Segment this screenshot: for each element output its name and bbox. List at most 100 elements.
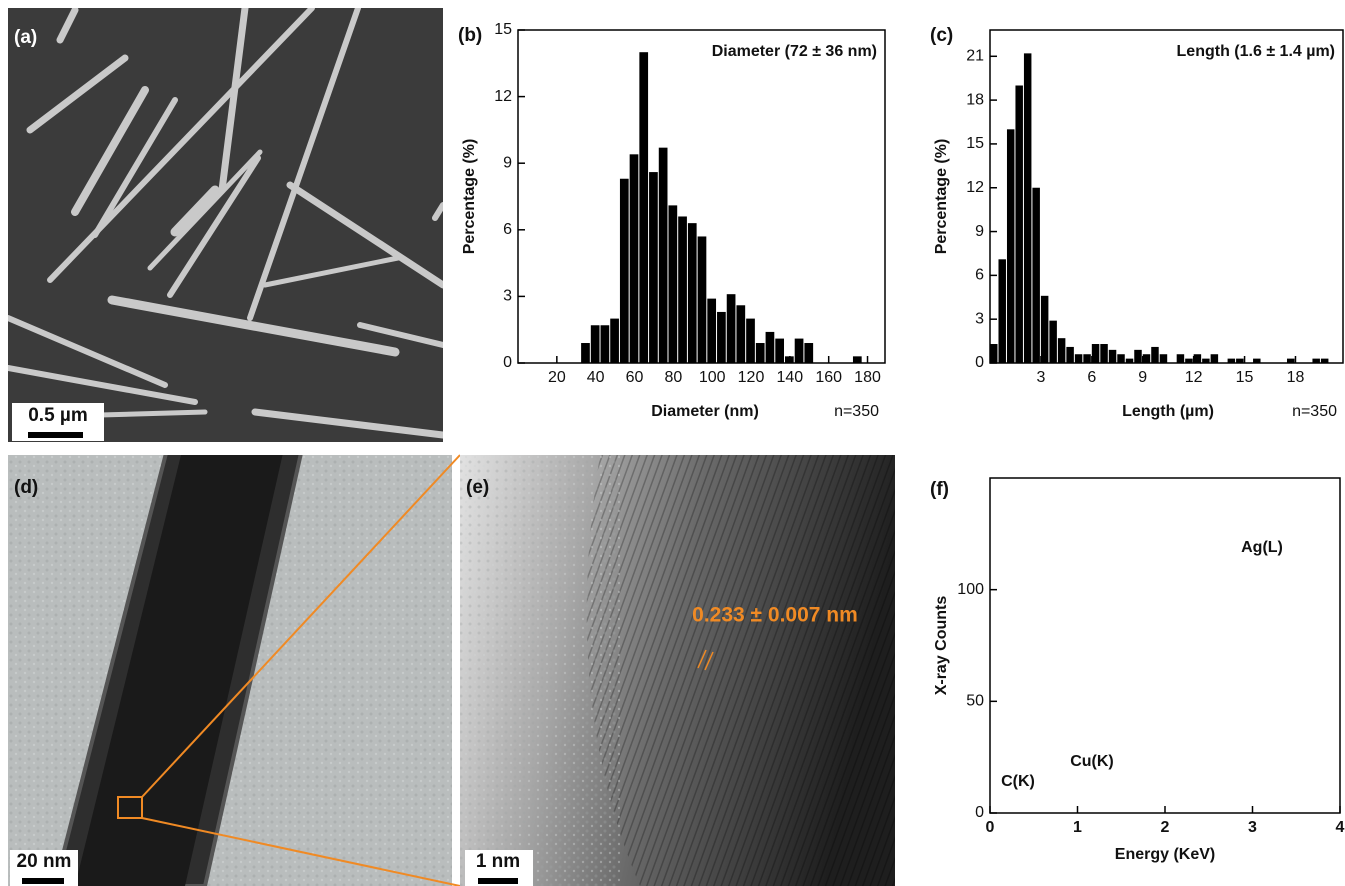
- bar: [1185, 359, 1192, 363]
- x-axis-label: Energy (KeV): [1115, 846, 1215, 863]
- plot-frame: [990, 478, 1340, 813]
- bar: [1117, 354, 1124, 363]
- x-tick-label: 180: [854, 369, 881, 386]
- bar: [775, 339, 784, 363]
- peak-label: Ag(L): [1241, 539, 1283, 556]
- bar: [727, 294, 736, 363]
- y-tick-label: 18: [966, 91, 984, 108]
- x-tick-label: 12: [1185, 369, 1203, 386]
- bar: [1211, 354, 1218, 363]
- y-tick-label: 6: [503, 221, 512, 238]
- peak-label: Cu(K): [1070, 753, 1114, 770]
- x-tick-label: 60: [626, 369, 644, 386]
- bar: [1041, 296, 1048, 363]
- bar: [591, 325, 600, 363]
- y-tick-label: 9: [503, 154, 512, 171]
- y-tick-label: 12: [494, 88, 512, 105]
- panel-label: (f): [930, 479, 949, 500]
- bar: [804, 343, 813, 363]
- y-tick-label: 6: [975, 267, 984, 284]
- y-tick-label: 15: [494, 21, 512, 38]
- x-tick-label: 3: [1248, 819, 1257, 836]
- bar: [1109, 350, 1116, 363]
- bar: [1287, 359, 1294, 363]
- bar: [1024, 53, 1031, 363]
- x-tick-label: 20: [548, 369, 566, 386]
- bar: [1015, 86, 1022, 364]
- scale-bar-label: 20 nm: [17, 851, 72, 872]
- x-tick-label: 80: [664, 369, 682, 386]
- bar: [1202, 359, 1209, 363]
- x-tick-label: 3: [1036, 369, 1045, 386]
- bar: [601, 325, 610, 363]
- x-tick-label: 4: [1336, 819, 1345, 836]
- bar: [1321, 359, 1328, 363]
- bar: [998, 259, 1005, 363]
- bar: [1177, 354, 1184, 363]
- bar: [1312, 359, 1319, 363]
- bar: [1253, 359, 1260, 363]
- y-tick-label: 15: [966, 135, 984, 152]
- bar: [1236, 359, 1243, 363]
- hrtem-image: [460, 455, 895, 886]
- x-tick-label: 2: [1161, 819, 1170, 836]
- x-tick-label: 15: [1236, 369, 1254, 386]
- x-tick-label: 100: [699, 369, 726, 386]
- bar: [766, 332, 775, 363]
- x-tick-label: 40: [587, 369, 605, 386]
- y-tick-label: 0: [975, 354, 984, 371]
- y-tick-label: 3: [975, 310, 984, 327]
- y-tick-label: 3: [503, 288, 512, 305]
- bar: [668, 205, 677, 363]
- bar: [581, 343, 590, 363]
- bar: [1049, 321, 1056, 363]
- panel-label: (c): [930, 25, 953, 46]
- scale-bar-label: 1 nm: [476, 851, 520, 872]
- x-tick-label: 120: [738, 369, 765, 386]
- bar: [1126, 359, 1133, 363]
- lattice-annotation: 0.233 ± 0.007 nm: [692, 604, 858, 627]
- bar: [649, 172, 658, 363]
- bar: [1228, 359, 1235, 363]
- chart-title: Diameter (72 ± 36 nm): [712, 43, 877, 60]
- bar: [795, 339, 804, 363]
- bar: [785, 356, 794, 363]
- x-axis-label: Length (µm): [1122, 403, 1214, 420]
- bar: [717, 312, 726, 363]
- bar: [736, 305, 745, 363]
- bar: [1092, 344, 1099, 363]
- bar: [1007, 129, 1014, 363]
- bar: [688, 223, 697, 363]
- panel-label: (e): [466, 477, 489, 498]
- y-tick-label: 12: [966, 179, 984, 196]
- x-tick-label: 6: [1087, 369, 1096, 386]
- bar: [1032, 188, 1039, 363]
- bar: [1100, 344, 1107, 363]
- y-tick-label: 21: [966, 48, 984, 65]
- y-tick-label: 100: [957, 581, 984, 598]
- x-tick-label: 160: [815, 369, 842, 386]
- panel-label: (b): [458, 25, 482, 46]
- scale-bar: [22, 878, 64, 884]
- bar: [1075, 354, 1082, 363]
- bar: [639, 52, 648, 363]
- bar: [1058, 338, 1065, 363]
- bar: [1160, 354, 1167, 363]
- bar: [1151, 347, 1158, 363]
- bar: [746, 319, 755, 363]
- x-tick-label: 9: [1138, 369, 1147, 386]
- bar: [659, 148, 668, 363]
- y-tick-label: 50: [966, 693, 984, 710]
- scale-bar-label: 0.5 µm: [28, 405, 88, 426]
- peak-label: C(K): [1001, 773, 1035, 790]
- bar: [1066, 347, 1073, 363]
- figure: 0.5 µm (a) 20 nm (d) 1 nm (e) 0.233 ± 0.…: [0, 0, 1345, 886]
- bar: [620, 179, 629, 363]
- sample-note: n=350: [834, 403, 879, 420]
- y-axis-label: X-ray Counts: [933, 596, 950, 696]
- x-tick-label: 0: [986, 819, 995, 836]
- bar: [610, 319, 619, 363]
- scale-bar: [28, 432, 83, 438]
- panel-label: (d): [14, 477, 38, 498]
- bar: [1143, 354, 1150, 363]
